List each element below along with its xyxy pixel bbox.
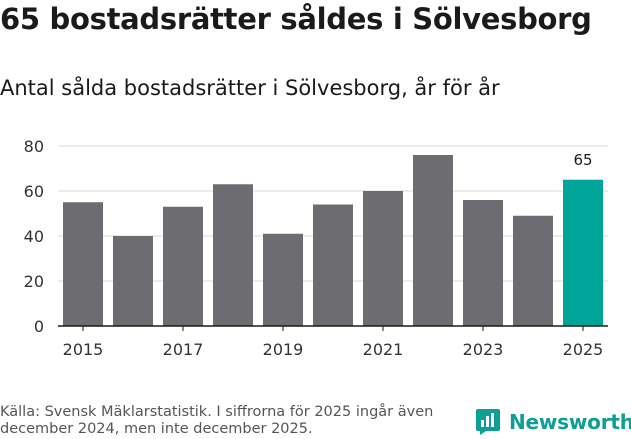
y-tick-label-0: 0 (34, 317, 44, 336)
x-tick-label-2015: 2015 (63, 340, 104, 359)
bar-2020 (313, 204, 353, 326)
x-tick-label-2021: 2021 (363, 340, 404, 359)
brand: Newsworthy (475, 408, 631, 436)
bar-2018 (213, 184, 253, 326)
bars (63, 155, 603, 326)
y-tick-label-40: 40 (24, 227, 44, 246)
bar-2016 (113, 236, 153, 326)
data-label-2025: 65 (573, 151, 592, 169)
newsworthy-logo-icon (476, 409, 500, 435)
bar-2015 (63, 202, 103, 326)
bar-2017 (163, 206, 203, 326)
y-tick-label-20: 20 (24, 272, 44, 291)
bar-2025 (563, 179, 603, 326)
data-labels: 65 (573, 151, 592, 169)
y-axis: 0 20 40 60 80 (24, 137, 44, 336)
y-tick-label-80: 80 (24, 137, 44, 156)
bar-2024 (513, 215, 553, 326)
bar-2021 (363, 191, 403, 326)
brand-name: Newsworthy (509, 410, 631, 434)
bar-2023 (463, 200, 503, 326)
chart-title: 65 bostadsrätter såldes i Sölvesborg (0, 2, 592, 36)
bar-2019 (263, 233, 303, 326)
x-tick-label-2017: 2017 (163, 340, 204, 359)
y-tick-label-60: 60 (24, 182, 44, 201)
bar-chart: 0 20 40 60 80 2015 2017 2019 2021 2023 2025 65 (24, 137, 608, 359)
chart-subtitle: Antal sålda bostadsrätter i Sölvesborg, … (0, 76, 500, 100)
source-note: Källa: Svensk Mäklarstatistik. I siffror… (0, 404, 434, 437)
x-tick-label-2023: 2023 (463, 340, 504, 359)
x-axis: 2015 2017 2019 2021 2023 2025 (58, 325, 608, 359)
bar-2022 (413, 155, 453, 326)
x-tick-label-2019: 2019 (263, 340, 304, 359)
x-tick-label-2025: 2025 (563, 340, 604, 359)
